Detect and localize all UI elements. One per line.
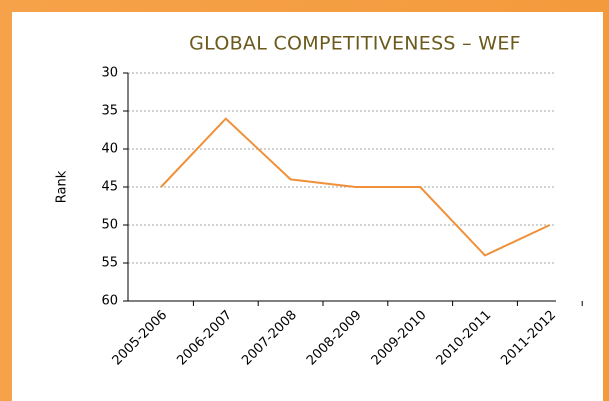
y-axis-label: Rank (55, 170, 70, 203)
y-tick-label: 40 (101, 142, 118, 157)
panel (12, 12, 603, 401)
y-tick-label: 45 (101, 180, 118, 195)
line (160, 117, 551, 257)
y-tick-label: 35 (101, 104, 118, 119)
y-tick-label: 30 (101, 66, 118, 81)
chart-title: GLOBAL COMPETITIVENESS – WEF (189, 33, 521, 55)
y-tick-label: 60 (101, 294, 118, 309)
y-tick-label: 55 (101, 256, 118, 271)
y-tick-label: 50 (101, 218, 118, 233)
